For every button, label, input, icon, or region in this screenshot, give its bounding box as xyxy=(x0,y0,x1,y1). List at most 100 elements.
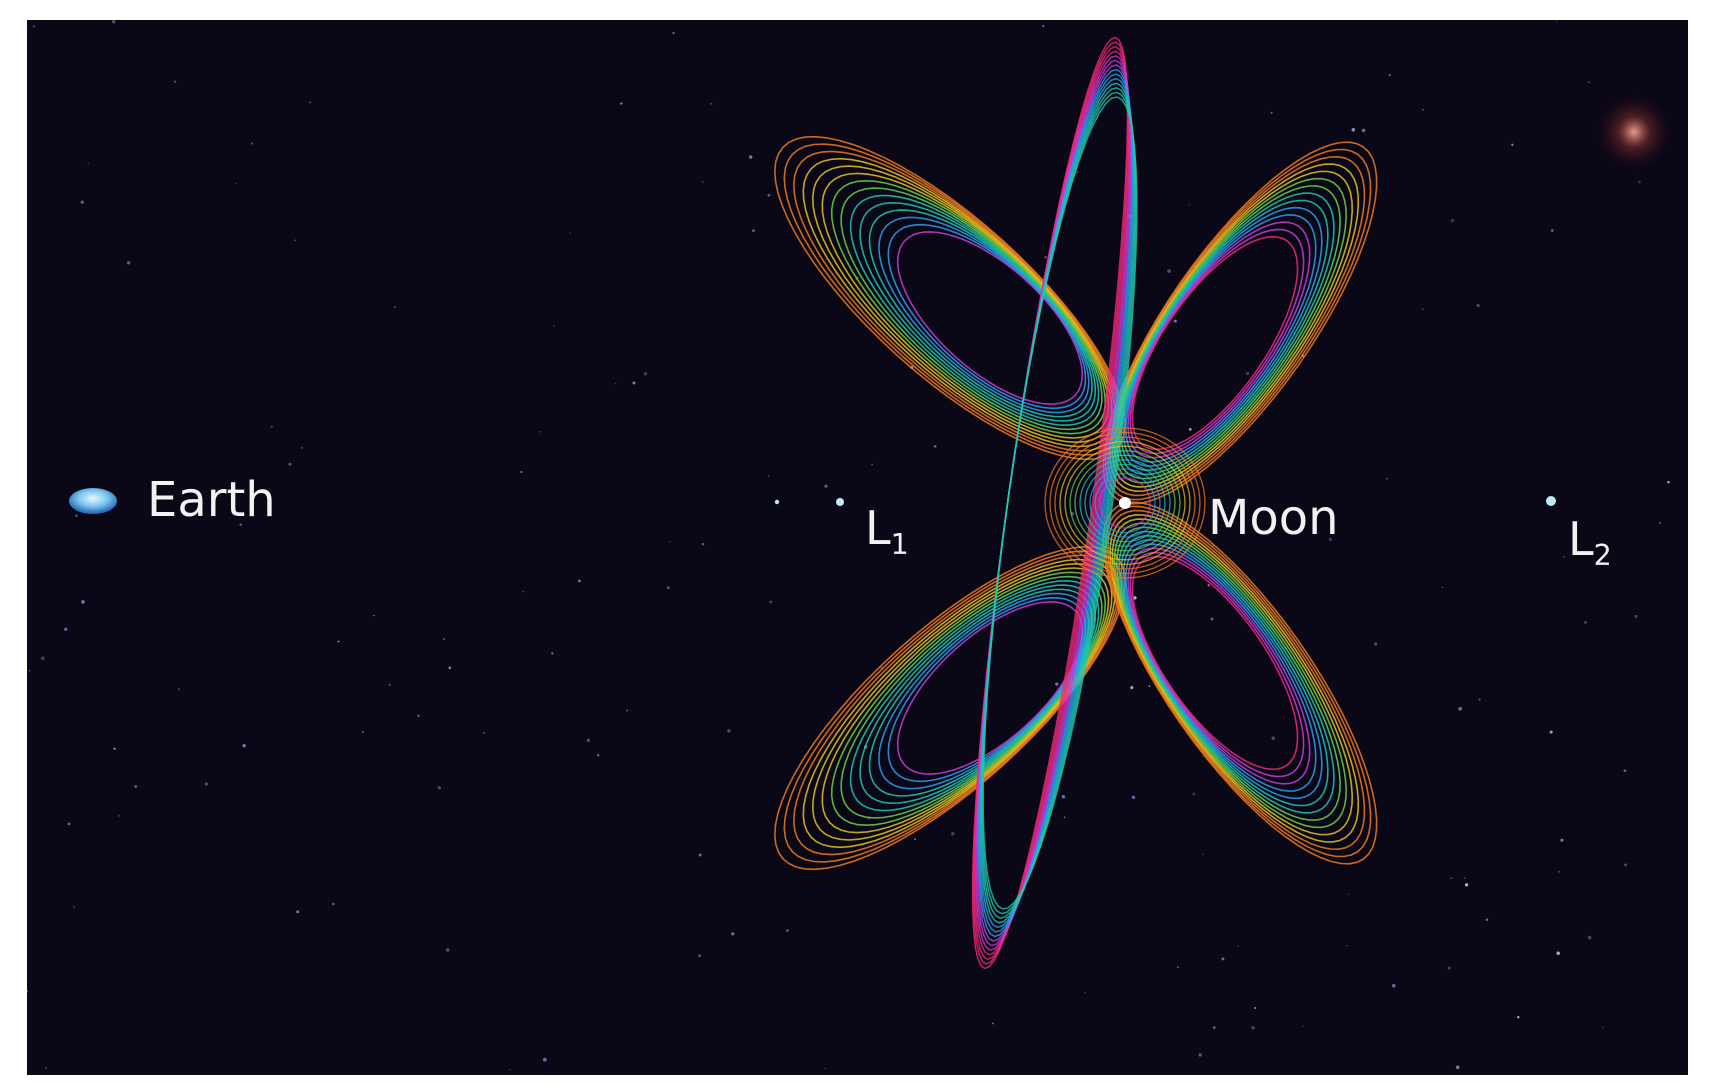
star xyxy=(824,1067,826,1070)
star xyxy=(242,743,246,748)
l2-point xyxy=(1546,496,1556,506)
star xyxy=(1386,477,1388,480)
orbit-trace xyxy=(1122,206,1323,467)
star xyxy=(80,200,84,204)
star xyxy=(1167,269,1171,273)
star xyxy=(1517,1016,1520,1019)
star xyxy=(992,1022,994,1025)
star xyxy=(727,729,731,733)
star xyxy=(134,785,138,788)
star xyxy=(332,902,335,906)
orbit-trace xyxy=(1111,170,1354,488)
orbit-trace xyxy=(1124,214,1317,463)
star xyxy=(1560,838,1564,842)
star xyxy=(668,540,671,543)
star xyxy=(620,102,623,105)
star xyxy=(632,381,636,385)
star xyxy=(1392,984,1396,988)
star xyxy=(702,181,704,183)
star xyxy=(1558,871,1560,873)
star xyxy=(1221,957,1225,961)
star xyxy=(1055,682,1059,686)
star xyxy=(1131,795,1136,799)
star xyxy=(701,543,705,546)
star xyxy=(786,929,789,932)
star xyxy=(296,910,300,914)
star xyxy=(1173,319,1177,323)
orbit-trace xyxy=(1109,163,1360,493)
star xyxy=(1328,537,1333,542)
earth-label: Earth xyxy=(147,472,276,528)
orbit-trace xyxy=(1084,463,1166,543)
star xyxy=(509,1068,511,1071)
star xyxy=(64,627,68,631)
star xyxy=(1188,204,1191,206)
orbit-trace xyxy=(1127,547,1311,785)
star xyxy=(234,182,237,184)
star xyxy=(1271,736,1275,740)
moon-icon xyxy=(1119,497,1131,509)
star xyxy=(597,754,600,757)
orbit-trace xyxy=(1102,501,1378,865)
orbit-trace xyxy=(1131,555,1299,771)
star xyxy=(75,514,78,518)
orbit-trace xyxy=(982,96,1138,910)
star xyxy=(126,261,131,265)
star xyxy=(769,600,773,604)
star xyxy=(1421,308,1424,311)
orbit-trace xyxy=(1099,477,1151,529)
star xyxy=(553,325,555,327)
earth-icon xyxy=(69,488,117,514)
star xyxy=(32,25,36,28)
star xyxy=(614,382,617,385)
star xyxy=(1450,219,1454,223)
star xyxy=(914,838,916,841)
star xyxy=(1130,686,1134,690)
star xyxy=(542,1057,547,1062)
star xyxy=(710,102,713,105)
star xyxy=(1148,685,1151,687)
orbit-trace xyxy=(1044,427,1206,579)
l2-label: L2 xyxy=(1568,512,1612,572)
star xyxy=(67,822,71,826)
star xyxy=(550,651,554,655)
star xyxy=(301,446,303,449)
star xyxy=(204,782,208,786)
orbit-trace xyxy=(1120,199,1329,472)
red-star-glow xyxy=(1594,92,1674,172)
star xyxy=(1084,992,1086,994)
orbit-trace xyxy=(1079,459,1171,547)
orbit-trace xyxy=(1054,436,1196,570)
star xyxy=(752,229,755,232)
orbit-trace xyxy=(1104,505,1372,858)
star xyxy=(672,31,675,35)
star xyxy=(1563,555,1566,558)
orbit-trace xyxy=(840,187,1103,431)
star xyxy=(1478,698,1481,701)
star xyxy=(871,463,873,466)
orbit-trace xyxy=(887,223,1087,410)
star xyxy=(1667,480,1670,484)
star xyxy=(294,239,296,241)
orbit-trace xyxy=(821,172,1110,439)
orbit-trace xyxy=(802,157,1117,448)
l1-label: L1 xyxy=(865,501,909,561)
orbit-trace xyxy=(1124,543,1317,792)
star xyxy=(1388,73,1391,77)
star xyxy=(177,687,181,691)
star xyxy=(1455,1065,1460,1070)
star xyxy=(1556,951,1560,955)
star xyxy=(482,731,486,735)
star xyxy=(1133,596,1137,600)
star xyxy=(445,948,450,952)
star xyxy=(1348,893,1350,896)
star xyxy=(698,954,701,958)
star xyxy=(1254,1007,1257,1009)
star xyxy=(1042,25,1045,28)
star xyxy=(1246,371,1250,375)
star xyxy=(1659,521,1662,524)
star xyxy=(1202,755,1204,758)
star xyxy=(250,142,254,145)
star xyxy=(112,20,116,24)
star xyxy=(1374,642,1378,646)
